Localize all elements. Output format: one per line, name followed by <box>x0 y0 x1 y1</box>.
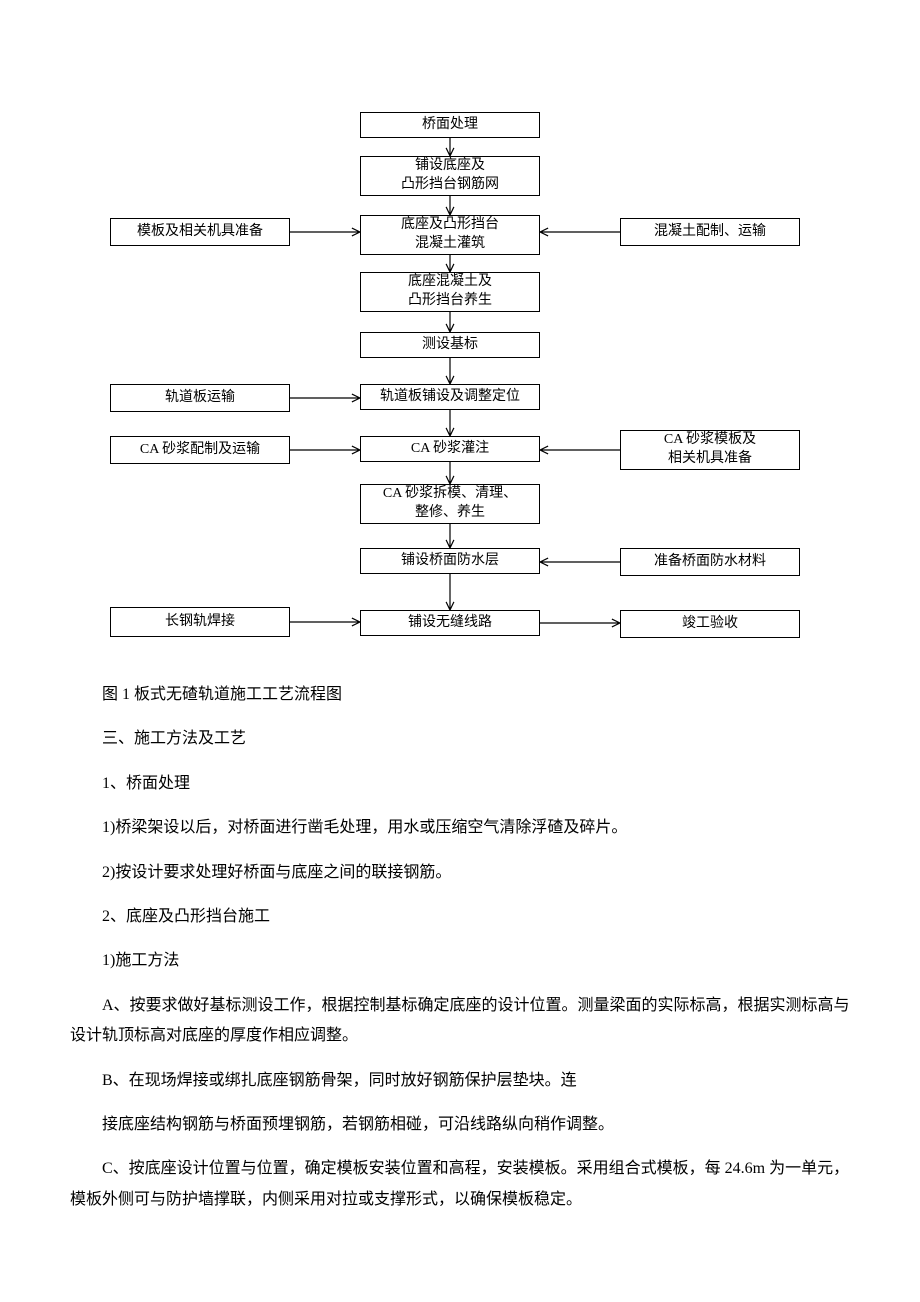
p2-a: A、按要求做好基标测设工作，根据控制基标确定底座的设计位置。测量梁面的实际标高，… <box>70 991 850 1052</box>
flow-node-n3L: 模板及相关机具准备 <box>110 218 290 246</box>
p1-title: 1、桥面处理 <box>70 769 850 799</box>
flow-node-n7L: CA 砂浆配制及运输 <box>110 436 290 464</box>
flow-node-n6: 轨道板铺设及调整定位 <box>360 384 540 410</box>
flow-node-n4: 底座混凝土及凸形挡台养生 <box>360 272 540 312</box>
p2-b-1: B、在现场焊接或绑扎底座钢筋骨架，同时放好钢筋保护层垫块。连 <box>70 1066 850 1096</box>
p1-1: 1)桥梁架设以后，对桥面进行凿毛处理，用水或压缩空气清除浮碴及碎片。 <box>70 813 850 843</box>
p2-title: 2、底座及凸形挡台施工 <box>70 902 850 932</box>
flow-node-n3: 底座及凸形挡台混凝土灌筑 <box>360 215 540 255</box>
p2-1: 1)施工方法 <box>70 946 850 976</box>
p2-c: C、按底座设计位置与位置，确定模板安装位置和高程，安装模板。采用组合式模板，每 … <box>70 1154 850 1215</box>
p1-2: 2)按设计要求处理好桥面与底座之间的联接钢筋。 <box>70 858 850 888</box>
flow-node-n3R: 混凝土配制、运输 <box>620 218 800 246</box>
flow-node-n7: CA 砂浆灌注 <box>360 436 540 462</box>
flow-edge <box>278 438 372 462</box>
flow-edge <box>528 438 632 462</box>
section-3-title: 三、施工方法及工艺 <box>70 724 850 754</box>
flow-node-n9R: 准备桥面防水材料 <box>620 548 800 576</box>
flow-node-n10R: 竣工验收 <box>620 610 800 638</box>
flow-node-n8: CA 砂浆拆模、清理、整修、养生 <box>360 484 540 524</box>
flow-edge <box>528 220 632 244</box>
figure-caption: 图 1 板式无碴轨道施工工艺流程图 <box>70 680 850 710</box>
flow-edge <box>278 220 372 244</box>
flow-node-n10L: 长钢轨焊接 <box>110 607 290 637</box>
flow-node-n5: 测设基标 <box>360 332 540 358</box>
flow-node-n7R: CA 砂浆模板及相关机具准备 <box>620 430 800 470</box>
p2-b-2: 接底座结构钢筋与桥面预埋钢筋，若钢筋相碰，可沿线路纵向稍作调整。 <box>70 1110 850 1140</box>
flow-edge <box>528 611 632 635</box>
flow-node-n10: 铺设无缝线路 <box>360 610 540 636</box>
flow-edge <box>528 550 632 574</box>
flowchart-container: 桥面处理铺设底座及凸形挡台钢筋网底座及凸形挡台混凝土灌筑 模板及相关机具准备 混凝土… <box>60 100 840 680</box>
flow-node-n2: 铺设底座及凸形挡台钢筋网 <box>360 156 540 196</box>
flow-node-n6L: 轨道板运输 <box>110 384 290 412</box>
flow-node-n9: 铺设桥面防水层 <box>360 548 540 574</box>
flow-edge <box>278 610 372 634</box>
flow-node-n1: 桥面处理 <box>360 112 540 138</box>
flow-edge <box>278 386 372 410</box>
